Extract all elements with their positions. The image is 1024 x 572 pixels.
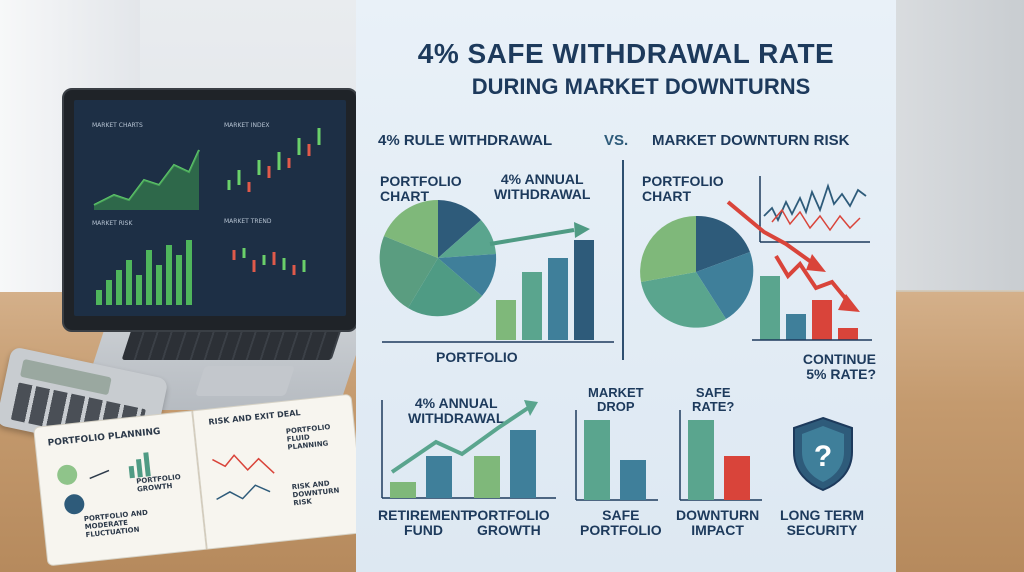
left-bottom-label: PORTFOLIO xyxy=(436,349,518,365)
pie-slice xyxy=(408,258,482,317)
notebook-page-left: PORTFOLIO PLANNING PORTFOLIO GROWTH PORT… xyxy=(33,410,207,567)
bar xyxy=(620,460,646,500)
pie-slice xyxy=(438,254,497,296)
laptop-display: MARKET CHARTS MARKET TREND MARKET RISK M… xyxy=(74,100,346,316)
pie-slice xyxy=(438,200,481,258)
bar xyxy=(724,456,750,500)
infographic-panel: 4% SAFE WITHDRAWAL RATE DURING MARKET DO… xyxy=(356,0,896,572)
downturn-arrow-line xyxy=(774,254,852,306)
growth-arrow-head xyxy=(524,400,538,416)
page-title: 4% SAFE WITHDRAWAL RATE xyxy=(417,38,835,69)
vs-label: VS. xyxy=(604,132,629,149)
bar xyxy=(786,314,806,340)
bar xyxy=(812,300,832,340)
notebook-page-right: RISK AND EXIT DEAL PORTFOLIO FLUID PLANN… xyxy=(192,393,366,550)
left-portfolio-graphic xyxy=(379,199,614,343)
shield-question-icon: ? xyxy=(793,416,853,492)
wall-panel xyxy=(894,0,1024,290)
portfolio-growth-label: PORTFOLIO GROWTH xyxy=(468,507,550,539)
notebook-risk-sketch xyxy=(212,454,275,500)
safe-portfolio-label: SAFE PORTFOLIO xyxy=(580,507,662,539)
market-line-red xyxy=(771,208,861,232)
bar xyxy=(838,328,858,340)
bar xyxy=(390,482,416,498)
right-risk-graphic xyxy=(640,176,872,341)
bar xyxy=(760,276,780,340)
planning-notebook: PORTFOLIO PLANNING PORTFOLIO GROWTH PORT… xyxy=(33,393,367,572)
market-drop-label: MARKET DROP xyxy=(588,385,644,415)
right-pie-chart xyxy=(640,215,754,328)
safe-rate-label: SAFE RATE? xyxy=(692,385,735,415)
pie-slice xyxy=(641,272,726,328)
left-withdrawal-label: 4% ANNUAL WITHDRAWAL xyxy=(494,171,591,203)
bar xyxy=(522,272,542,340)
bottom-withdrawal-label: 4% ANNUAL WITHDRAWAL xyxy=(408,395,505,427)
right-heading: MARKET DOWNTURN RISK xyxy=(652,132,850,149)
left-heading: 4% RULE WITHDRAWAL xyxy=(378,132,553,149)
withdrawal-arrow-line xyxy=(489,228,575,246)
long-term-security-label: LONG TERM SECURITY xyxy=(780,507,864,539)
downturn-arrow-head xyxy=(806,254,826,272)
laptop-trackpad xyxy=(195,366,295,396)
bar xyxy=(474,456,500,498)
right-question-label: CONTINUE 5% RATE? xyxy=(802,351,876,383)
pie-slice xyxy=(379,236,438,308)
bar xyxy=(548,258,568,340)
downturn-arrow-line xyxy=(726,200,816,266)
bar xyxy=(510,430,536,498)
laptop-chart-label: MARKET INDEX xyxy=(224,122,270,129)
downturn-impact-label: DOWNTURN IMPACT xyxy=(676,507,760,539)
bar xyxy=(688,420,714,500)
bar xyxy=(574,240,594,340)
comparison-divider xyxy=(622,160,624,360)
notebook-sketches xyxy=(57,452,151,515)
pie-slice xyxy=(696,252,754,319)
retirement-growth-graphic xyxy=(381,400,556,499)
laptop-charts-graphic xyxy=(93,128,321,305)
pie-slice xyxy=(696,215,750,272)
pie-slice xyxy=(384,199,438,258)
bar xyxy=(584,420,610,500)
laptop-chart-label: MARKET RISK xyxy=(92,220,133,227)
page-subtitle: DURING MARKET DOWNTURNS xyxy=(471,74,811,99)
notebook-title-right: RISK AND EXIT DEAL xyxy=(208,408,301,427)
bar xyxy=(496,300,516,340)
downturn-arrow-head xyxy=(838,294,860,312)
notebook-item: RISK AND DOWNTURN RISK xyxy=(291,479,340,508)
market-line-blue xyxy=(763,183,867,223)
market-drop-graphic xyxy=(575,410,658,501)
growth-arrow-line xyxy=(390,406,530,474)
withdrawal-arrow-head xyxy=(574,222,590,238)
retirement-fund-label: RETIREMENT FUND xyxy=(378,507,469,539)
safe-rate-graphic xyxy=(679,410,762,501)
notebook-item: PORTFOLIO FLUID PLANNING xyxy=(285,423,331,452)
right-chart-label: PORTFOLIO CHART xyxy=(642,173,724,205)
pie-slice xyxy=(640,216,696,282)
bar xyxy=(426,456,452,498)
left-chart-label: PORTFOLIO CHART xyxy=(380,173,462,205)
laptop-chart-label: MARKET CHARTS xyxy=(92,122,143,129)
laptop-chart-label: MARKET TREND xyxy=(224,218,272,225)
svg-text:?: ? xyxy=(814,440,832,473)
laptop-screen: MARKET CHARTS MARKET TREND MARKET RISK M… xyxy=(62,88,358,332)
pie-slice xyxy=(438,220,496,258)
pie-chart xyxy=(379,199,497,317)
